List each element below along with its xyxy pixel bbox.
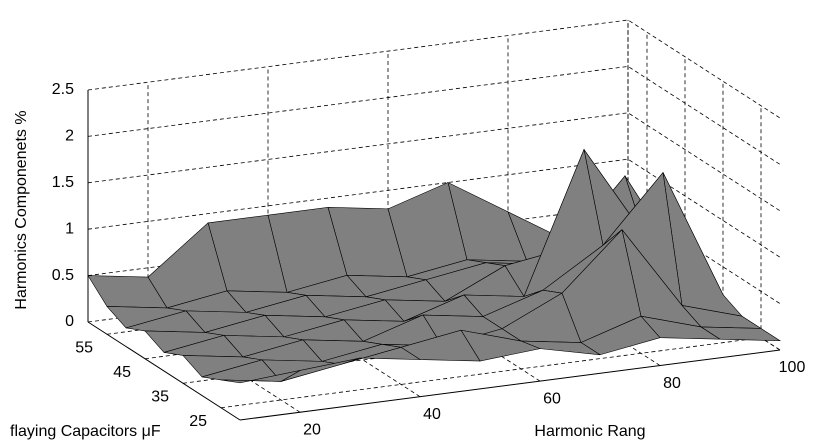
grid-line: [87, 205, 781, 304]
z-tick-label: 0.5: [52, 267, 74, 284]
grid-line: [87, 65, 781, 165]
x-tick-label: 20: [303, 421, 321, 438]
z-tick-label: 2: [65, 128, 74, 145]
x-tick-label: 100: [779, 359, 806, 376]
y-tick-label: 45: [113, 364, 131, 381]
z-tick-label: 2.5: [52, 81, 74, 98]
surface-face: [220, 370, 301, 384]
x-axis-label: Harmonic Rang: [534, 423, 645, 440]
y-tick-label: 35: [151, 388, 169, 405]
y-tick-label: 25: [189, 413, 207, 430]
z-tick-label: 1.5: [52, 174, 74, 191]
x-tick-label: 60: [543, 390, 561, 407]
z-axis-label: Harmonics Componenets %: [13, 110, 30, 309]
grid-line: [87, 158, 781, 258]
grid-line: [87, 19, 781, 119]
axis-line: [87, 321, 241, 421]
x-tick-label: 40: [423, 406, 441, 423]
y-tick-label: 55: [75, 339, 93, 356]
x-tick-label: 80: [663, 375, 681, 392]
y-axis-label: flaying Capacitors μF: [10, 423, 161, 440]
axis-line: [239, 349, 781, 421]
z-tick-label: 1: [65, 220, 74, 237]
grid-line: [87, 112, 781, 212]
z-tick-label: 0: [65, 313, 74, 330]
